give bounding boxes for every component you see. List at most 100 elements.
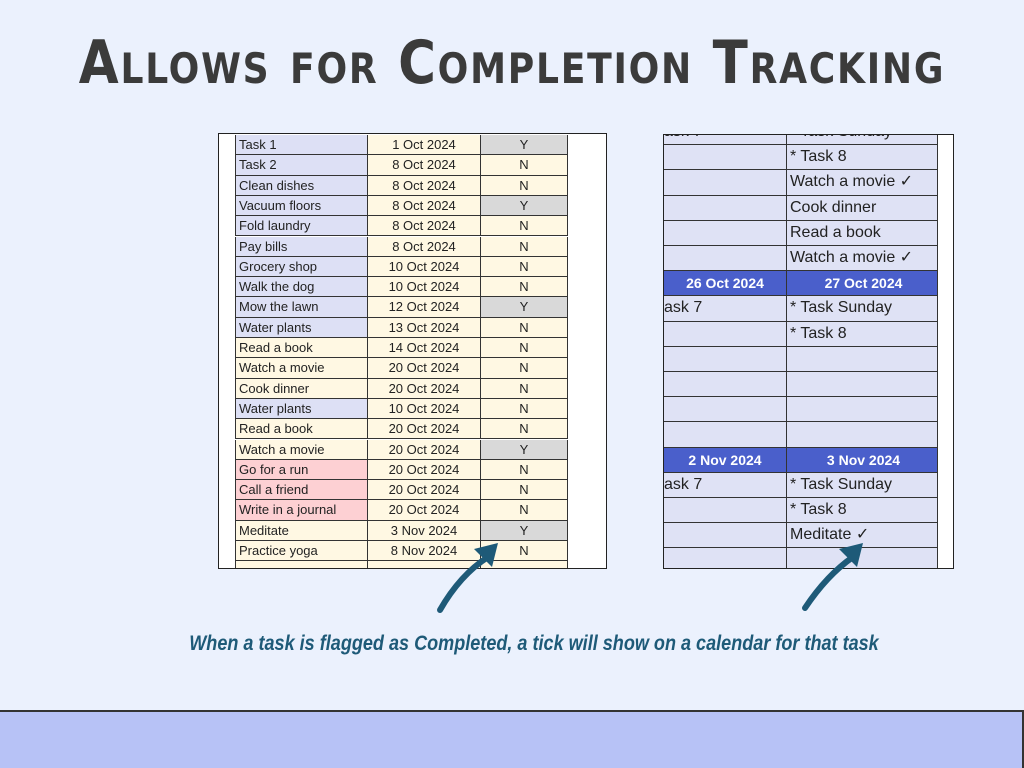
completed-cell[interactable]: N [481,317,568,338]
task-cell[interactable]: Watch a movie [235,439,368,460]
completed-cell[interactable]: N [481,398,568,420]
completed-cell[interactable]: N [481,216,568,237]
task-cell[interactable]: Pay bills [235,236,368,257]
completed-cell[interactable]: N [481,175,568,196]
date-cell[interactable]: 20 Oct 2024 [368,439,481,460]
completed-cell[interactable]: N [481,358,568,379]
calendar-cell[interactable]: Watch a movie ✓ [787,246,938,272]
date-cell[interactable]: 10 Oct 2024 [368,398,481,420]
task-cell[interactable]: Read a book [235,338,368,359]
date-cell[interactable]: 1 Oct 2024 [368,135,481,156]
calendar-cell[interactable]: * Task 8 [787,321,938,347]
calendar-cell[interactable] [787,346,938,372]
calendar-cell[interactable]: * Task Sunday [787,472,938,498]
calendar-cell[interactable]: 27 Oct 2024 [787,271,938,297]
completed-cell[interactable]: N [481,256,568,278]
calendar-cell[interactable] [664,498,787,524]
task-cell[interactable]: Watch a movie [235,358,368,379]
date-cell[interactable]: 12 Oct 2024 [368,297,481,318]
task-cell[interactable]: Grocery shop [235,256,368,278]
date-cell[interactable]: 10 Oct 2024 [368,256,481,278]
calendar-cell[interactable]: Cook dinner [787,195,938,221]
calendar-cell[interactable] [664,372,787,398]
date-cell[interactable]: 20 Oct 2024 [368,378,481,399]
completed-cell[interactable]: Y [481,195,568,217]
calendar-cell[interactable] [664,220,787,246]
task-cell[interactable]: Practice yoga [235,541,368,562]
completed-cell[interactable]: N [481,236,568,257]
date-cell[interactable]: 8 Nov 2024 [368,541,481,562]
task-cell[interactable]: Walk the dog [235,277,368,298]
completed-cell[interactable]: Y [481,520,568,541]
completed-cell[interactable]: Y [481,439,568,460]
calendar-cell[interactable] [787,548,938,568]
completed-cell[interactable]: N [481,277,568,298]
task-cell[interactable] [235,561,368,568]
calendar-cell[interactable] [787,422,938,448]
task-cell[interactable]: Water plants [235,398,368,420]
calendar-cell[interactable]: * Task Sunday [787,296,938,322]
completed-cell[interactable]: N [481,155,568,176]
task-cell[interactable]: Task 2 [235,155,368,176]
task-cell[interactable]: Read a book [235,419,368,440]
date-cell[interactable]: 8 Oct 2024 [368,155,481,176]
calendar-cell[interactable] [664,145,787,171]
calendar-cell[interactable] [664,422,787,448]
calendar-cell[interactable]: 26 Oct 2024 [664,271,787,297]
task-cell[interactable]: Write in a journal [235,500,368,521]
completed-cell[interactable]: N [481,541,568,562]
task-cell[interactable]: Mow the lawn [235,297,368,318]
completed-cell[interactable]: N [481,480,568,501]
completed-cell[interactable]: N [481,338,568,359]
completed-cell[interactable]: N [481,500,568,521]
date-cell[interactable]: 8 Oct 2024 [368,175,481,196]
completed-cell[interactable]: N [481,378,568,399]
calendar-cell[interactable] [664,523,787,549]
calendar-cell[interactable]: ask 7 [664,135,787,146]
calendar-cell[interactable] [664,246,787,272]
date-cell[interactable]: 10 Oct 2024 [368,277,481,298]
task-cell[interactable]: Clean dishes [235,175,368,196]
task-cell[interactable]: Call a friend [235,480,368,501]
calendar-cell[interactable]: ask 7 [664,296,787,322]
task-cell[interactable]: Fold laundry [235,216,368,237]
date-cell[interactable]: 14 Oct 2024 [368,338,481,359]
calendar-cell[interactable] [664,195,787,221]
calendar-cell[interactable]: 2 Nov 2024 [664,447,787,473]
calendar-cell[interactable] [664,397,787,423]
calendar-cell[interactable]: Watch a movie ✓ [787,170,938,196]
calendar-cell[interactable]: 3 Nov 2024 [787,447,938,473]
completed-cell[interactable]: N [481,419,568,440]
task-cell[interactable]: Cook dinner [235,378,368,399]
task-cell[interactable]: Water plants [235,317,368,338]
completed-cell[interactable]: N [481,459,568,481]
calendar-cell[interactable]: * Task 8 [787,498,938,524]
calendar-cell[interactable]: * Task Sunday [787,135,938,146]
date-cell[interactable]: 8 Oct 2024 [368,195,481,217]
date-cell[interactable]: 3 Nov 2024 [368,520,481,541]
calendar-cell[interactable]: ask 7 [664,472,787,498]
calendar-cell[interactable] [664,548,787,568]
date-cell[interactable]: 20 Oct 2024 [368,480,481,501]
date-cell[interactable]: 20 Oct 2024 [368,419,481,440]
calendar-cell[interactable] [664,346,787,372]
completed-cell[interactable]: Y [481,297,568,318]
date-cell[interactable]: 20 Oct 2024 [368,358,481,379]
task-cell[interactable]: Meditate [235,520,368,541]
calendar-cell[interactable]: * Task 8 [787,145,938,171]
date-cell[interactable]: 8 Oct 2024 [368,236,481,257]
calendar-cell[interactable] [664,321,787,347]
task-cell[interactable]: Go for a run [235,459,368,481]
task-cell[interactable]: Task 1 [235,135,368,156]
date-cell[interactable]: 20 Oct 2024 [368,500,481,521]
completed-cell[interactable] [481,561,568,568]
calendar-cell[interactable] [787,397,938,423]
calendar-cell[interactable] [787,372,938,398]
date-cell[interactable]: 8 Oct 2024 [368,216,481,237]
calendar-cell[interactable]: Read a book [787,220,938,246]
calendar-cell[interactable] [664,170,787,196]
date-cell[interactable]: 13 Oct 2024 [368,317,481,338]
date-cell[interactable]: 20 Oct 2024 [368,459,481,481]
task-cell[interactable]: Vacuum floors [235,195,368,217]
completed-cell[interactable]: Y [481,135,568,156]
